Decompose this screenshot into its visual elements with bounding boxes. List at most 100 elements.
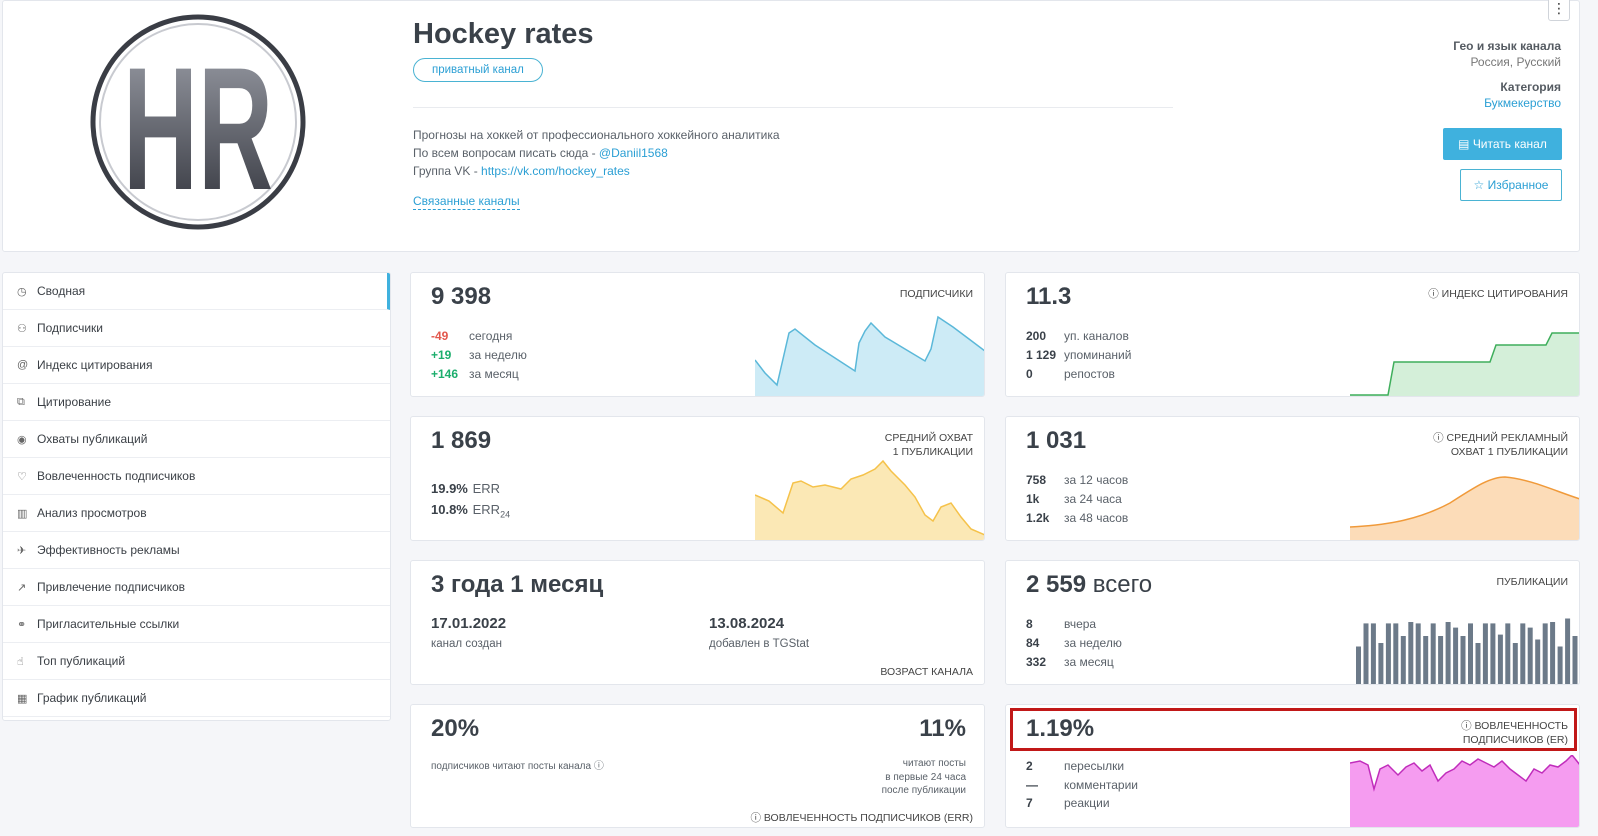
sidebar-item-label: Индекс цитирования xyxy=(37,358,153,372)
posts-bar xyxy=(1430,623,1436,684)
sidebar-item-label: Топ публикаций xyxy=(37,654,126,668)
sidebar-item[interactable]: @ Индекс цитирования xyxy=(3,347,390,384)
subscribers-count: 9 398 xyxy=(431,283,492,310)
favorite-button[interactable]: ☆ Избранное xyxy=(1460,169,1562,201)
posts-bar xyxy=(1460,636,1466,684)
sidebar-item-label: Привлечение подписчиков xyxy=(37,580,186,594)
sidebar-icon: ▥ xyxy=(17,507,28,520)
sidebar-icon: ✈ xyxy=(17,544,27,557)
divider xyxy=(413,107,1173,108)
sidebar-icon: ▦ xyxy=(17,692,28,705)
added-label: добавлен в TGStat xyxy=(709,638,810,650)
private-badge[interactable]: приватный канал xyxy=(413,58,543,82)
sidebar-item[interactable]: ▦ График публикаций xyxy=(3,680,390,717)
vk-link[interactable]: https://vk.com/hockey_rates xyxy=(481,164,630,178)
posts-bar xyxy=(1445,622,1451,684)
subscribers-card[interactable]: 9 398 ПОДПИСЧИКИ -49 сегодня +19 за неделю… xyxy=(410,272,985,397)
sidebar: ◷ Сводная ⚇ Подписчики @ Индекс цитирования ⧉ Ц… xyxy=(2,272,391,721)
posts-bar xyxy=(1378,643,1384,684)
sidebar-item-label: Охваты публикаций xyxy=(37,432,148,446)
er-label: ⓘ ВОВЛЕЧЕННОСТЬ ПОДПИСЧИКОВ (ER) xyxy=(1461,720,1568,746)
channel-age-card[interactable]: 3 года 1 месяц 17.01.2022 канал создан 1… xyxy=(410,560,985,685)
posts-card[interactable]: 2 559 всего ПУБЛИКАЦИИ 8 вчера 84 за недел… xyxy=(1005,560,1580,685)
posts-bar xyxy=(1415,623,1421,684)
sidebar-icon: ◉ xyxy=(17,433,27,446)
posts-count: 2 559 всего xyxy=(1026,571,1153,598)
posts-bar xyxy=(1520,623,1526,684)
posts-bar xyxy=(1535,639,1541,684)
er-value: 1.19% xyxy=(1026,715,1095,742)
description-line: Прогнозы на хоккей от профессионального … xyxy=(413,128,780,142)
ad-reach-sparkline xyxy=(1350,476,1579,540)
posts-bar xyxy=(1572,636,1578,684)
sidebar-item[interactable]: ◷ Сводная xyxy=(3,273,390,310)
sidebar-item[interactable]: ⧉ Цитирование xyxy=(3,384,390,421)
sidebar-item-label: Пригласительные ссылки xyxy=(37,617,180,631)
sidebar-item[interactable]: ▥ Анализ просмотров xyxy=(3,495,390,532)
highlight-box xyxy=(1010,708,1577,751)
sidebar-item[interactable]: ⚭ Пригласительные ссылки xyxy=(3,606,390,643)
sidebar-icon: @ xyxy=(17,359,29,371)
err-row: 19.9% ERR xyxy=(431,481,501,496)
stat-row: 2 пересылки xyxy=(1026,759,1125,773)
sidebar-icon: ♡ xyxy=(17,470,27,483)
contact-link[interactable]: @Daniil1568 xyxy=(598,146,668,160)
more-icon: ⋮ xyxy=(1552,0,1566,16)
stat-row: 200 уп. каналов xyxy=(1026,329,1129,343)
posts-bar xyxy=(1356,646,1361,684)
citation-index: 11.3 xyxy=(1026,283,1072,310)
posts-bar xyxy=(1393,623,1399,684)
more-menu-button[interactable]: ⋮ xyxy=(1548,0,1570,21)
reach-card[interactable]: 1 869 СРЕДНИЙ ОХВАТ 1 ПУБЛИКАЦИИ 19.9% ER… xyxy=(410,416,985,541)
stat-row: +146 за месяц xyxy=(431,367,519,381)
posts-label: ПУБЛИКАЦИИ xyxy=(1496,576,1568,588)
sidebar-item-label: Анализ просмотров xyxy=(37,506,147,520)
posts-bar xyxy=(1453,627,1459,684)
created-label: канал создан xyxy=(431,638,502,650)
channel-age-value: 3 года 1 месяц xyxy=(431,571,604,598)
citation-card[interactable]: 11.3 ⓘ ИНДЕКС ЦИТИРОВАНИЯ 200 уп. каналов… xyxy=(1005,272,1580,397)
channel-header: HR Hockey rates приватный канал Прогнозы… xyxy=(2,0,1580,252)
category-link[interactable]: Букмекерство xyxy=(1484,96,1561,110)
err-card[interactable]: 20% подписчиков читают посты канала ⓘ 11… xyxy=(410,704,985,828)
reach-sparkline xyxy=(755,459,984,540)
sidebar-item[interactable]: ☝ Топ публикаций xyxy=(3,643,390,680)
posts-bar xyxy=(1408,622,1414,684)
sidebar-item[interactable]: ♡ Вовлеченность подписчиков xyxy=(3,458,390,495)
stat-row: 7 реакции xyxy=(1026,796,1110,810)
sidebar-icon: ☝ xyxy=(17,655,24,668)
err-left-text: подписчиков читают посты канала ⓘ xyxy=(431,761,604,772)
sidebar-item[interactable]: ✈ Эффективность рекламы xyxy=(3,532,390,569)
ad-reach-card[interactable]: 1 031 ⓘ СРЕДНИЙ РЕКЛАМНЫЙ ОХВАТ 1 ПУБЛИКА… xyxy=(1005,416,1580,541)
reach-value: 1 869 xyxy=(431,427,492,454)
sidebar-item[interactable]: ◉ Охваты публикаций xyxy=(3,421,390,458)
stat-row: 8 вчера xyxy=(1026,617,1097,631)
stat-row: 1.2k за 48 часов xyxy=(1026,511,1129,525)
err-value-left: 20% xyxy=(431,715,480,742)
er-sparkline xyxy=(1350,755,1579,827)
stat-row: 84 за неделю xyxy=(1026,636,1122,650)
sidebar-item[interactable]: ⚇ Подписчики xyxy=(3,310,390,347)
posts-bar xyxy=(1505,623,1511,684)
channel-age-label: ВОЗРАСТ КАНАЛА xyxy=(880,666,973,678)
sidebar-item[interactable]: ↗ Привлечение подписчиков xyxy=(3,569,390,606)
channel-title: Hockey rates xyxy=(413,18,594,50)
posts-bar xyxy=(1497,634,1503,684)
sidebar-item-label: Эффективность рекламы xyxy=(37,543,180,557)
err-value-right: 11% xyxy=(919,715,966,742)
posts-bar xyxy=(1370,623,1376,684)
posts-bar xyxy=(1475,643,1481,684)
description-line: По всем вопросам писать сюда - @Daniil15… xyxy=(413,146,668,160)
citation-sparkline xyxy=(1350,332,1579,396)
posts-bar xyxy=(1512,643,1518,684)
err-right-text: читают посты в первые 24 часа после публик… xyxy=(881,758,966,796)
related-channels-link[interactable]: Связанные каналы xyxy=(413,194,520,210)
stat-row: 1 129 упоминаний xyxy=(1026,348,1132,362)
book-icon: ▤ xyxy=(1458,137,1473,151)
channel-logo: HR xyxy=(90,14,306,230)
stat-row: 0 репостов xyxy=(1026,367,1115,381)
posts-bar xyxy=(1400,636,1406,684)
read-channel-button[interactable]: ▤ Читать канал xyxy=(1443,128,1562,160)
sidebar-icon: ⚇ xyxy=(17,322,27,335)
